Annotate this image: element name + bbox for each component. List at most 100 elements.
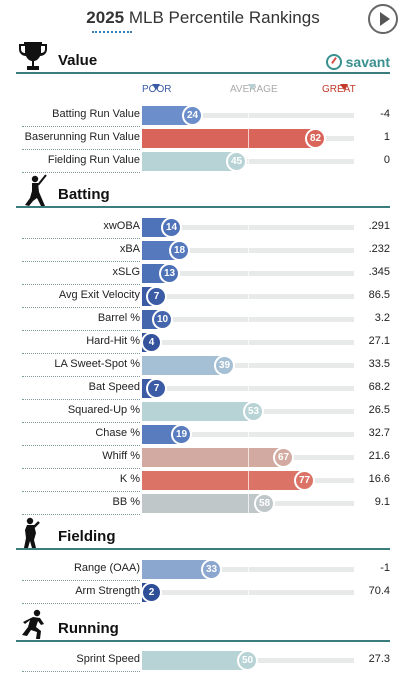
metric-label: Bat Speed: [88, 381, 140, 393]
percentile-bubble[interactable]: 13: [159, 263, 180, 284]
percentile-bubble[interactable]: 53: [243, 401, 264, 422]
percentile-bar: [142, 560, 212, 579]
title-text: MLB Percentile Rankings: [128, 8, 320, 27]
average-line: [248, 310, 249, 329]
savant-brand[interactable]: savant: [325, 54, 390, 70]
scale-great-label: GREAT: [322, 84, 356, 95]
row-divider: [22, 376, 140, 377]
metric-row[interactable]: Whiff % 67 21.6: [16, 446, 390, 469]
metric-label: Squared-Up %: [67, 404, 140, 416]
row-divider: [22, 330, 140, 331]
metric-row[interactable]: xwOBA 14 .291: [16, 216, 390, 239]
average-line: [248, 356, 249, 375]
metric-row[interactable]: LA Sweet-Spot % 39 33.5: [16, 354, 390, 377]
metric-row[interactable]: xBA 18 .232: [16, 239, 390, 262]
percentile-bubble[interactable]: 39: [214, 355, 235, 376]
metric-value: 86.5: [368, 289, 390, 301]
percentile-bubble[interactable]: 18: [169, 240, 190, 261]
metric-row[interactable]: Arm Strength 2 70.4: [16, 581, 390, 604]
row-divider: [22, 491, 140, 492]
row-divider: [22, 238, 140, 239]
percentile-bubble[interactable]: 7: [146, 378, 167, 399]
row-divider: [22, 307, 140, 308]
metric-row[interactable]: Range (OAA) 33 -1: [16, 558, 390, 581]
percentile-bubble[interactable]: 50: [237, 650, 258, 671]
metric-row[interactable]: BB % 58 9.1: [16, 492, 390, 515]
row-divider: [22, 422, 140, 423]
metric-value: 32.7: [368, 427, 390, 439]
metric-row[interactable]: Avg Exit Velocity 7 86.5: [16, 285, 390, 308]
metric-label: BB %: [112, 496, 140, 508]
percentile-bar: [142, 471, 305, 490]
average-line: [248, 583, 249, 602]
metric-value: 27.1: [368, 335, 390, 347]
metric-row[interactable]: Batting Run Value 24 -4: [16, 104, 390, 127]
title-year[interactable]: 2025: [86, 8, 125, 27]
metric-row[interactable]: K % 77 16.6: [16, 469, 390, 492]
percentile-bubble[interactable]: 45: [226, 151, 247, 172]
section-title-fielding: Fielding: [58, 528, 116, 545]
average-line: [248, 241, 249, 260]
metric-value: 70.4: [368, 585, 390, 597]
metric-row[interactable]: Chase % 19 32.7: [16, 423, 390, 446]
percentile-bubble[interactable]: 24: [182, 105, 203, 126]
metric-value: 16.6: [368, 473, 390, 485]
percentile-bubble[interactable]: 14: [161, 217, 182, 238]
metric-row[interactable]: Barrel % 10 3.2: [16, 308, 390, 331]
row-divider: [22, 445, 140, 446]
metric-label: LA Sweet-Spot %: [54, 358, 140, 370]
section-running: Running: [16, 609, 390, 642]
average-line: [248, 471, 249, 490]
year-dropdown-underline: [92, 31, 132, 33]
metric-label: Hard-Hit %: [86, 335, 140, 347]
percentile-bubble[interactable]: 33: [201, 559, 222, 580]
savant-text: savant: [345, 54, 390, 70]
percentile-bubble[interactable]: 10: [152, 309, 173, 330]
percentile-bar: [142, 129, 316, 148]
metric-row[interactable]: Hard-Hit % 4 27.1: [16, 331, 390, 354]
percentile-bubble[interactable]: 82: [305, 128, 326, 149]
metric-label: Arm Strength: [75, 585, 140, 597]
metric-row[interactable]: Sprint Speed 50 27.3: [16, 649, 390, 672]
average-line: [248, 333, 249, 352]
play-icon[interactable]: [368, 4, 398, 34]
section-value: Value savant: [16, 42, 390, 74]
metric-row[interactable]: Fielding Run Value 45 0: [16, 150, 390, 173]
row-divider: [22, 671, 140, 672]
metric-label: Baserunning Run Value: [24, 131, 140, 143]
metric-label: Whiff %: [102, 450, 140, 462]
metric-value: 3.2: [374, 312, 390, 324]
metric-value: 27.3: [368, 653, 390, 665]
metric-row[interactable]: Bat Speed 7 68.2: [16, 377, 390, 400]
percentile-bubble[interactable]: 4: [141, 332, 162, 353]
savant-logo-icon: [325, 54, 342, 70]
percentile-bubble[interactable]: 19: [171, 424, 192, 445]
metric-label: Fielding Run Value: [47, 154, 140, 166]
percentile-bubble[interactable]: 67: [273, 447, 294, 468]
section-batting: Batting: [16, 174, 390, 208]
average-line: [248, 264, 249, 283]
row-divider: [22, 261, 140, 262]
metric-value: -1: [380, 562, 390, 574]
metric-value: 33.5: [368, 358, 390, 370]
percentile-bubble[interactable]: 58: [254, 493, 275, 514]
row-divider: [22, 603, 140, 604]
metric-value: 0: [383, 154, 390, 166]
metric-row[interactable]: Squared-Up % 53 26.5: [16, 400, 390, 423]
average-line: [248, 106, 249, 125]
percentile-bubble[interactable]: 7: [146, 286, 167, 307]
metric-value: 68.2: [368, 381, 390, 393]
percentile-bubble[interactable]: 2: [141, 582, 162, 603]
metric-row[interactable]: Baserunning Run Value 82 1: [16, 127, 390, 150]
section-title-running: Running: [58, 620, 119, 637]
percentile-bubble[interactable]: 77: [294, 470, 315, 491]
metric-row[interactable]: xSLG 13 .345: [16, 262, 390, 285]
row-divider: [22, 353, 140, 354]
percentile-bar: [142, 448, 284, 467]
metric-value: -4: [380, 108, 390, 120]
percentile-bar: [142, 494, 265, 513]
metric-value: 9.1: [374, 496, 390, 508]
metric-label: Range (OAA): [73, 562, 140, 574]
metric-value: .345: [368, 266, 390, 278]
average-line: [248, 425, 249, 444]
